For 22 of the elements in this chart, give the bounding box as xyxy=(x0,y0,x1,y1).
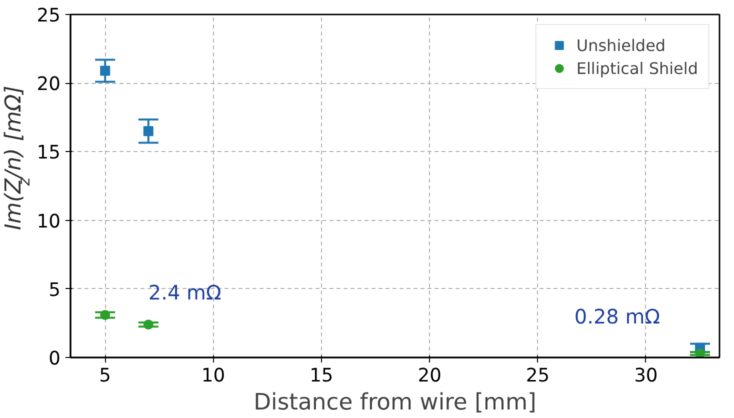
y-tick-label: 20 xyxy=(36,74,61,96)
point xyxy=(143,320,154,330)
legend-label: Elliptical Shield xyxy=(576,58,698,78)
y-tick-label: 0 xyxy=(48,348,61,370)
point xyxy=(695,348,706,358)
legend-label: Unshielded xyxy=(576,36,666,54)
y-tick-label: 15 xyxy=(36,142,61,164)
x-tick-label: 5 xyxy=(99,366,112,386)
x-axis-title: Distance from wire [mm] xyxy=(254,390,536,416)
annotation: 0.28 mΩ xyxy=(574,304,660,329)
point xyxy=(100,310,110,320)
annotation: 2.4 mΩ xyxy=(148,280,222,305)
x-tick-label: 30 xyxy=(634,366,658,386)
y-tick-label: 10 xyxy=(36,211,61,232)
y-tick-label: 25 xyxy=(36,6,61,26)
point xyxy=(143,126,154,136)
x-tick-label: 25 xyxy=(526,366,550,386)
y-tick-label: 5 xyxy=(48,280,61,301)
point xyxy=(100,66,110,76)
x-tick-label: 20 xyxy=(418,366,442,386)
x-tick-label: 10 xyxy=(201,366,226,386)
x-tick-label: 15 xyxy=(310,366,334,386)
